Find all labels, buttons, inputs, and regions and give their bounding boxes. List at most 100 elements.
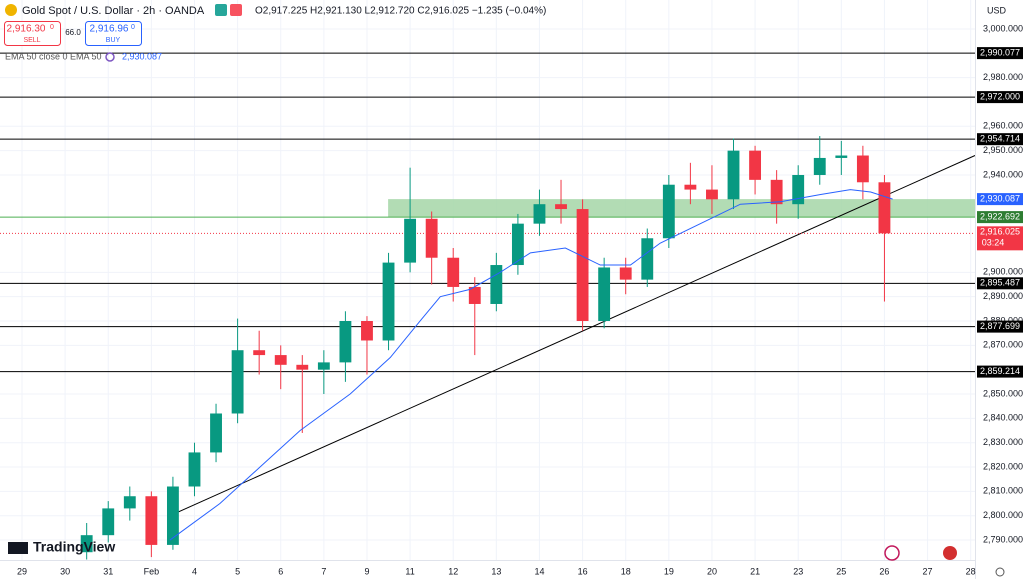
settings-icon[interactable] bbox=[995, 567, 1005, 577]
status-icon bbox=[215, 4, 227, 16]
candle-body bbox=[576, 209, 589, 322]
last-price-bg bbox=[977, 226, 1023, 251]
candle-body bbox=[533, 204, 546, 224]
ema-label-bg bbox=[977, 193, 1023, 206]
buy-button[interactable] bbox=[85, 21, 142, 46]
candle-body bbox=[770, 179, 783, 205]
brand-logo bbox=[8, 542, 28, 554]
candle-body bbox=[274, 355, 287, 365]
candle-body bbox=[468, 286, 481, 304]
x-tick-label: 25 bbox=[836, 566, 846, 576]
ema-line bbox=[169, 189, 893, 541]
sell-pip: 0 bbox=[50, 24, 54, 31]
level-label-bg bbox=[977, 47, 1023, 60]
y-tick-label: 2,890.000 bbox=[983, 291, 1023, 301]
sell-button[interactable] bbox=[4, 21, 61, 46]
candle-body bbox=[619, 267, 632, 280]
y-tick-label: 2,900.000 bbox=[983, 267, 1023, 277]
y-tick-label: 2,830.000 bbox=[983, 437, 1023, 447]
ema-label: 2,930.087 bbox=[980, 193, 1020, 203]
buy-label: BUY bbox=[106, 37, 121, 44]
level-label-bg bbox=[977, 365, 1023, 378]
sell-label: SELL bbox=[23, 37, 40, 44]
candle-body bbox=[425, 218, 438, 258]
candle-body bbox=[231, 350, 244, 414]
x-tick-label: 4 bbox=[192, 566, 197, 576]
x-tick-label: 6 bbox=[278, 566, 283, 576]
level-label: 2,895.487 bbox=[980, 278, 1020, 288]
y-tick-label: 2,880.000 bbox=[983, 315, 1023, 325]
candle-body bbox=[684, 184, 697, 190]
flag-icon[interactable] bbox=[943, 546, 957, 560]
x-tick-label: 5 bbox=[235, 566, 240, 576]
level-label-bg bbox=[977, 277, 1023, 290]
level-label-bg bbox=[977, 320, 1023, 333]
plot-area bbox=[0, 0, 976, 560]
y-tick-label: 2,980.000 bbox=[983, 72, 1023, 82]
candle-body bbox=[706, 189, 718, 200]
last-price-label: 2,916.025 bbox=[980, 227, 1020, 237]
x-tick-label: 16 bbox=[578, 566, 588, 576]
ema-value: 2,930.087 bbox=[122, 51, 162, 61]
candle-body bbox=[749, 150, 762, 180]
candle-body bbox=[123, 496, 136, 509]
x-tick-label: 27 bbox=[923, 566, 933, 576]
y-tick-label: 2,870.000 bbox=[983, 340, 1023, 350]
symbol-icon bbox=[5, 4, 17, 16]
sell-price: 2,916.30 bbox=[7, 24, 46, 35]
y-tick-label: 2,950.000 bbox=[983, 145, 1023, 155]
candle-body bbox=[511, 223, 524, 266]
ohlc: O2,917.225 H2,921.130 L2,912.720 C2,916.… bbox=[255, 6, 546, 17]
candle-body bbox=[404, 218, 417, 263]
x-tick-label: 26 bbox=[879, 566, 889, 576]
candle-body bbox=[792, 174, 805, 205]
alert-icon[interactable] bbox=[884, 545, 900, 561]
candle-body bbox=[598, 267, 611, 322]
x-tick-label: Feb bbox=[144, 566, 160, 576]
level-label-bg bbox=[977, 133, 1023, 146]
level-label: 2,990.077 bbox=[980, 47, 1020, 57]
ema-legend: EMA 50 close 0 EMA 50 bbox=[5, 51, 102, 61]
candle-body bbox=[361, 321, 373, 341]
x-tick-label: 12 bbox=[448, 566, 458, 576]
level-label: 2,972.000 bbox=[980, 91, 1020, 101]
candle-body bbox=[382, 262, 395, 341]
candle-body bbox=[727, 150, 740, 200]
candle-body bbox=[662, 184, 675, 239]
spread: 66.0 bbox=[65, 28, 81, 37]
y-tick-label: 2,840.000 bbox=[983, 413, 1023, 423]
settings-icon[interactable] bbox=[105, 52, 115, 62]
level-label: 2,877.699 bbox=[980, 321, 1020, 331]
candle-body bbox=[490, 265, 503, 304]
candle-body bbox=[188, 452, 201, 487]
y-tick-label: 2,960.000 bbox=[983, 121, 1023, 131]
overlay: Gold Spot / U.S. Dollar · 2h · OANDA O2,… bbox=[4, 4, 1007, 577]
chart-title: Gold Spot / U.S. Dollar · 2h · OANDA bbox=[22, 5, 205, 17]
x-tick-label: 31 bbox=[103, 566, 113, 576]
x-tick-label: 11 bbox=[405, 566, 414, 576]
candle-body bbox=[80, 535, 93, 553]
x-tick-label: 23 bbox=[793, 566, 803, 576]
zone-label-bg bbox=[977, 211, 1023, 224]
candle-body bbox=[878, 182, 891, 234]
candle-body bbox=[166, 486, 179, 545]
level-label: 2,859.214 bbox=[980, 366, 1020, 376]
level-label-bg bbox=[977, 91, 1023, 104]
x-tick-label: 18 bbox=[621, 566, 631, 576]
x-tick-label: 21 bbox=[750, 566, 760, 576]
candle-body bbox=[296, 364, 309, 370]
y-tick-label: 2,800.000 bbox=[983, 510, 1023, 520]
candle-body bbox=[317, 362, 330, 370]
candle-body bbox=[102, 508, 115, 536]
countdown: 03:24 bbox=[982, 238, 1005, 248]
trendline bbox=[169, 155, 976, 517]
candle-body bbox=[447, 257, 460, 287]
brand: TradingView bbox=[33, 539, 115, 555]
x-tick-label: 13 bbox=[491, 566, 501, 576]
y-tick-label: 2,940.000 bbox=[983, 169, 1023, 179]
candle-body bbox=[253, 350, 266, 356]
y-tick-label: 2,820.000 bbox=[983, 461, 1023, 471]
candle-body bbox=[339, 321, 352, 363]
buy-pip: 0 bbox=[131, 24, 135, 31]
